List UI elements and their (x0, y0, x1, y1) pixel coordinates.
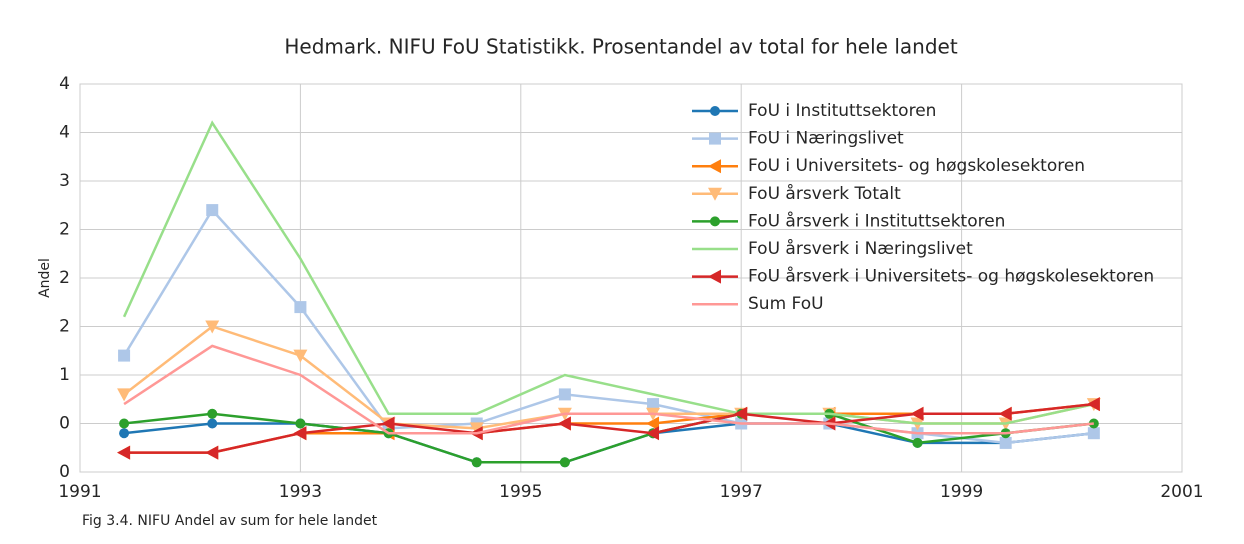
series-line (123, 344, 1094, 435)
marker (117, 445, 131, 460)
legend: FoU i Instituttsektoren FoU i Næringslive… (692, 101, 1154, 314)
y-tick-label: 0 (59, 462, 70, 482)
series-line (123, 412, 1094, 464)
marker (998, 406, 1012, 421)
legend-text: Sum FoU (748, 294, 824, 314)
x-tick-label: 1991 (58, 482, 101, 502)
legend-text: FoU i Universitets- og høgskolesektoren (748, 156, 1085, 176)
y-tick-label: 4 (59, 74, 70, 94)
marker (294, 301, 307, 314)
lines (117, 120, 1101, 468)
series-line (122, 120, 1095, 425)
marker (708, 159, 721, 174)
marker (207, 418, 218, 429)
marker (207, 408, 218, 419)
marker (469, 422, 484, 436)
chart-title: Hedmark. NIFU FoU Statistikk. Prosentand… (284, 35, 957, 59)
x-tick-label: 2001 (1160, 482, 1203, 502)
x-tick-label: 1997 (720, 482, 763, 502)
marker (471, 457, 482, 468)
x-tick-label: 1993 (279, 482, 322, 502)
marker (119, 418, 130, 429)
legend-text: FoU årsverk i Næringslivet (748, 238, 973, 259)
marker (709, 132, 721, 145)
marker (710, 106, 720, 116)
marker (708, 187, 722, 201)
y-tick-label: 2 (59, 268, 70, 288)
caption: Fig 3.4. NIFU Andel av sum for hele land… (82, 513, 378, 529)
marker (646, 426, 660, 441)
marker (912, 437, 923, 448)
marker (381, 416, 395, 431)
series-line (124, 402, 1094, 454)
marker (999, 436, 1012, 449)
marker (118, 349, 131, 362)
marker (559, 457, 570, 468)
legend-text: FoU årsverk i Universitets- og høgskoles… (748, 266, 1154, 287)
y-axis-label: Andel (37, 258, 53, 298)
marker (710, 216, 720, 227)
y-tick-label: 2 (59, 220, 70, 240)
marker (117, 388, 132, 402)
marker (557, 416, 571, 431)
marker (205, 320, 220, 334)
marker (295, 418, 306, 429)
marker (1087, 427, 1100, 440)
x-tick-label: 1995 (499, 482, 542, 502)
legend-text: FoU i Instituttsektoren (748, 101, 936, 121)
y-tick-label: 4 (59, 123, 70, 143)
marker (734, 406, 748, 421)
legend-text: FoU årsverk i Instituttsektoren (748, 210, 1005, 231)
marker (119, 428, 130, 439)
marker (646, 416, 660, 431)
x-tick-label: 1999 (940, 482, 983, 502)
y-tick-label: 3 (59, 171, 70, 191)
y-tick-label: 2 (59, 317, 70, 337)
marker (910, 406, 924, 421)
marker (558, 388, 571, 401)
marker (205, 445, 219, 460)
marker (293, 426, 307, 441)
legend-text: FoU årsverk Totalt (748, 183, 901, 204)
marker (647, 398, 660, 411)
marker (708, 269, 721, 284)
series-line (123, 208, 1094, 445)
y-tick-label: 0 (59, 414, 70, 434)
y-tick-label: 1 (59, 365, 70, 385)
marker (293, 349, 308, 363)
legend-text: FoU i Næringslivet (748, 129, 904, 149)
marker (206, 204, 219, 217)
marker (1086, 397, 1100, 412)
